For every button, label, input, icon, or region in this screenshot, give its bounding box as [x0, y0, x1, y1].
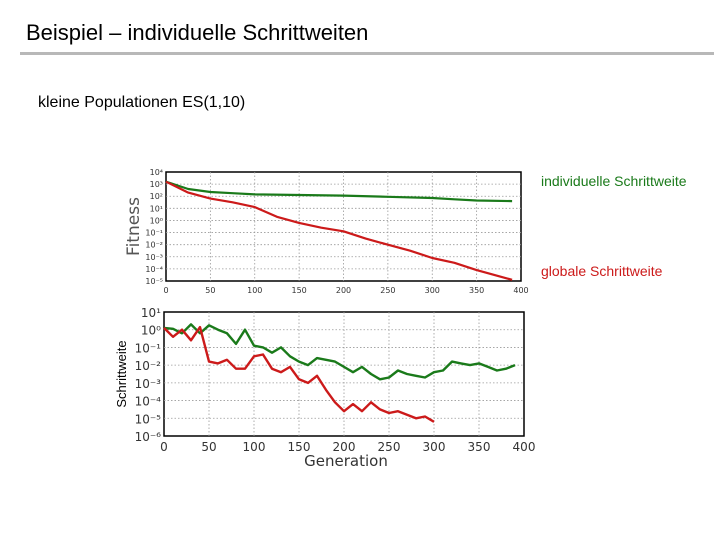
x-tick-label: 250	[378, 440, 401, 454]
series-line-global	[163, 325, 435, 423]
title-divider	[20, 52, 714, 55]
y-tick-label: 10⁻³	[135, 377, 162, 391]
y-tick-label: 10⁻³	[145, 253, 163, 262]
legend-individual-label: individuelle Schrittweite	[541, 173, 687, 189]
plot-frame	[165, 171, 522, 282]
y-axis-label: Schrittweite	[114, 340, 129, 407]
x-tick-label: 0	[163, 286, 168, 295]
y-tick-label: 10⁻⁴	[145, 265, 163, 274]
x-tick-label: 100	[243, 440, 266, 454]
x-tick-label: 50	[201, 440, 216, 454]
y-tick-label: 10⁻¹	[145, 229, 163, 238]
legend-global-label: globale Schrittweite	[541, 263, 663, 279]
y-tick-label: 10³	[150, 180, 163, 189]
y-tick-label: 10⁰	[141, 324, 161, 338]
stepsize-chart: 0 50 100 150 200 250 300 350 400 10⁻⁶ 10⁻⁵ 10⁻⁴ 10⁻³…	[114, 306, 535, 470]
y-tick-label: 10⁻⁶	[135, 430, 162, 444]
x-tick-label: 100	[247, 286, 262, 295]
y-tick-label: 10²	[150, 192, 163, 201]
y-tick-label: 10⁻²	[145, 241, 163, 250]
y-tick-label: 10⁻⁴	[135, 395, 162, 409]
x-tick-label: 350	[469, 286, 484, 295]
series-line-individual	[165, 180, 513, 203]
x-tick-label: 0	[160, 440, 168, 454]
x-tick-label: 300	[425, 286, 440, 295]
legend-global: globale Schrittweite	[541, 262, 662, 280]
slide-title: Beispiel – individuelle Schrittweiten	[26, 20, 369, 45]
y-tick-label: 10¹	[141, 306, 161, 320]
x-tick-label: 50	[205, 286, 215, 295]
y-tick-label: 10⁴	[150, 168, 163, 177]
y-tick-label: 10⁻²	[135, 359, 162, 373]
x-tick-label: 400	[513, 440, 536, 454]
x-tick-label: 400	[513, 286, 528, 295]
series-line-individual	[163, 323, 516, 381]
x-tick-label: 150	[291, 286, 306, 295]
y-tick-label: 10⁰	[150, 216, 163, 225]
y-tick-label: 10⁻⁵	[145, 277, 163, 286]
y-tick-label: 10⁻¹	[135, 341, 162, 355]
y-tick-label: 10¹	[150, 204, 163, 213]
slide-subtitle: kleine Populationen ES(1,10)	[38, 94, 246, 111]
y-axis-label: Fitness	[124, 197, 144, 256]
series-line-global	[165, 180, 513, 281]
x-tick-label: 300	[423, 440, 446, 454]
x-tick-label: 350	[468, 440, 491, 454]
x-tick-label: 250	[380, 286, 395, 295]
fitness-chart: 0 50 100 150 200 250 300 350 400 10⁻⁵ 10⁻⁴ 10⁻³ 10⁻²…	[124, 168, 529, 295]
x-tick-label: 150	[288, 440, 311, 454]
x-axis-label: Generation	[304, 452, 388, 470]
x-tick-label: 200	[336, 286, 351, 295]
legend-individual: individuelle Schrittweite	[541, 172, 687, 190]
y-tick-label: 10⁻⁵	[135, 412, 162, 426]
x-tick-label: 200	[333, 440, 356, 454]
